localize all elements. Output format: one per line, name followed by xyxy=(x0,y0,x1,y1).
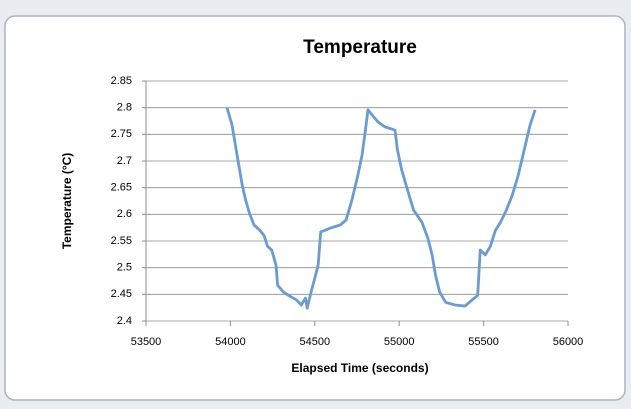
x-tick-label: 54000 xyxy=(215,336,246,348)
y-tick-label: 2.85 xyxy=(111,75,132,87)
y-tick-label: 2.55 xyxy=(111,235,132,247)
y-tick-label: 2.4 xyxy=(117,315,132,327)
chart-frame xyxy=(4,15,626,401)
x-tick-label: 56000 xyxy=(553,336,584,348)
x-tick-label: 54500 xyxy=(300,336,331,348)
chart-title: Temperature xyxy=(303,37,417,58)
data-line xyxy=(225,107,537,310)
y-tick-label: 2.75 xyxy=(111,128,132,140)
y-axis-label: Temperature (°C) xyxy=(60,153,74,250)
x-tick-label: 55000 xyxy=(384,336,415,348)
y-tick-label: 2.7 xyxy=(117,155,132,167)
x-tick-label: 55500 xyxy=(468,336,499,348)
y-tick-label: 2.65 xyxy=(111,182,132,194)
y-tick-label: 2.6 xyxy=(117,208,132,220)
y-tick-label: 2.45 xyxy=(111,288,132,300)
y-tick-label: 2.8 xyxy=(117,102,132,114)
x-axis-label: Elapsed Time (seconds) xyxy=(291,361,428,375)
x-tick-label: 53500 xyxy=(131,336,162,348)
y-tick-label: 2.5 xyxy=(117,262,132,274)
